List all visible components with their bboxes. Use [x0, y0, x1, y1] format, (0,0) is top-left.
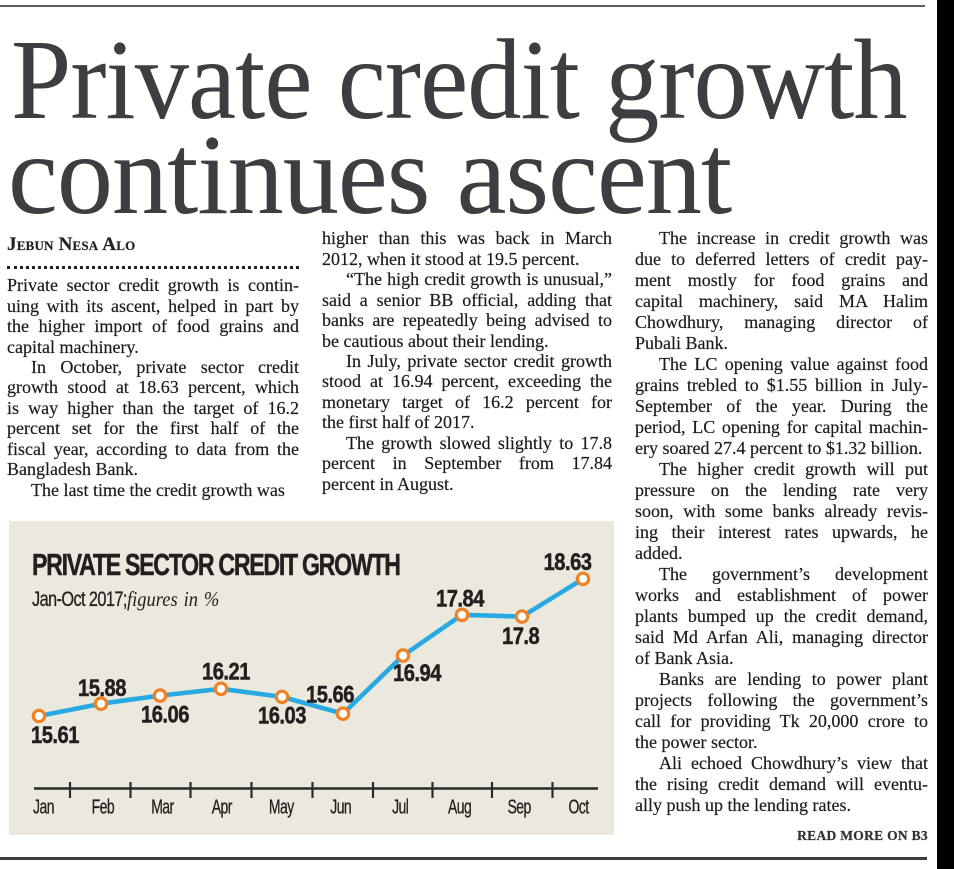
svg-text:15.88: 15.88: [78, 674, 126, 701]
svg-text:16.21: 16.21: [202, 658, 250, 685]
svg-text:17.84: 17.84: [436, 585, 485, 612]
svg-text:Jul: Jul: [392, 795, 408, 818]
svg-text:Apr: Apr: [212, 795, 233, 818]
svg-text:Jan-Oct 2017;: Jan-Oct 2017;: [32, 587, 127, 610]
svg-text:Jan: Jan: [33, 795, 54, 818]
svg-text:16.94: 16.94: [393, 659, 442, 686]
svg-text:15.61: 15.61: [31, 721, 79, 748]
svg-text:Jun: Jun: [330, 795, 351, 818]
svg-text:17.8: 17.8: [502, 622, 539, 649]
svg-text:16.03: 16.03: [258, 702, 306, 729]
svg-text:May: May: [269, 795, 295, 818]
svg-text:PRIVATE SECTOR CREDIT GROWTH: PRIVATE SECTOR CREDIT GROWTH: [32, 547, 400, 582]
svg-text:Feb: Feb: [92, 795, 115, 818]
svg-text:figures in %: figures in %: [127, 588, 219, 612]
svg-text:16.06: 16.06: [141, 701, 189, 728]
svg-text:Aug: Aug: [448, 795, 471, 818]
svg-text:Mar: Mar: [151, 795, 174, 818]
svg-text:15.66: 15.66: [306, 681, 354, 708]
svg-text:Oct: Oct: [568, 795, 589, 818]
svg-text:18.63: 18.63: [544, 548, 592, 575]
svg-text:Sep: Sep: [507, 795, 530, 818]
